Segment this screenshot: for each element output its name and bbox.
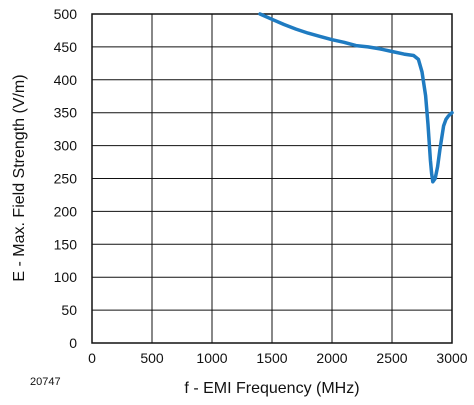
plot-frame — [91, 13, 453, 344]
y-tick-label-2: 100 — [54, 269, 78, 285]
x-tick-labels: 0 500 1000 1500 2000 2500 3000 — [88, 350, 468, 366]
plot-border — [91, 13, 453, 344]
series-layer — [258, 12, 454, 184]
y-tick-label-10: 500 — [54, 6, 78, 22]
x-tick-label-5: 2500 — [376, 350, 407, 366]
y-tick-label-8: 400 — [54, 72, 78, 88]
x-tick-label-0: 0 — [88, 350, 96, 366]
y-tick-label-0: 0 — [69, 335, 77, 351]
y-axis-label: E - Max. Field Strength (V/m) — [11, 74, 28, 281]
y-tick-label-6: 300 — [54, 138, 78, 154]
y-tick-label-9: 450 — [54, 39, 78, 55]
series-line-0 — [258, 12, 454, 184]
y-tick-label-7: 350 — [54, 105, 78, 121]
x-axis-label: f - EMI Frequency (MHz) — [184, 380, 359, 397]
x-tick-label-3: 1500 — [256, 350, 287, 366]
y-tick-labels: 0 50 100 150 200 250 300 350 400 450 500 — [54, 6, 78, 351]
grid-lines — [91, 13, 453, 344]
figure-code: 20747 — [30, 376, 61, 388]
y-tick-label-3: 150 — [54, 236, 78, 252]
x-tick-label-2: 1000 — [196, 350, 227, 366]
x-tick-label-6: 3000 — [436, 350, 467, 366]
x-tick-label-4: 2000 — [316, 350, 347, 366]
y-tick-label-4: 200 — [54, 203, 78, 219]
y-tick-label-1: 50 — [61, 302, 77, 318]
y-tick-label-5: 250 — [54, 171, 78, 187]
x-tick-label-1: 500 — [140, 350, 164, 366]
